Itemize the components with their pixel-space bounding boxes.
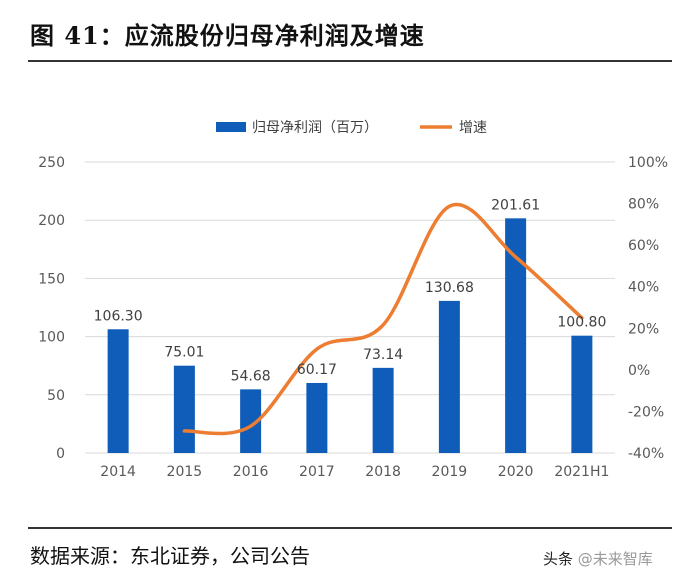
bar xyxy=(505,218,527,453)
x-axis-tick: 2019 xyxy=(432,464,468,480)
bar xyxy=(173,365,195,453)
x-axis-tick: 2015 xyxy=(167,464,203,480)
grid-lines xyxy=(85,161,615,454)
x-axis-tick: 2020 xyxy=(498,464,534,480)
bar xyxy=(107,329,129,453)
right-axis-tick: -40% xyxy=(628,446,664,462)
bar-data-label: 130.68 xyxy=(425,280,474,296)
data-labels: 106.30 75.01 54.68 60.17 73.14 130.68 201.61 10… xyxy=(94,197,607,384)
bar xyxy=(438,300,460,453)
right-axis-tick: 80% xyxy=(628,197,659,213)
right-axis-tick: 100% xyxy=(628,155,668,171)
bar-data-label: 100.80 xyxy=(557,315,606,331)
bar xyxy=(571,335,593,453)
title-rule xyxy=(28,60,672,62)
left-axis-tick: 0 xyxy=(56,446,65,462)
source-rule xyxy=(28,527,672,529)
data-source: 数据来源：东北证券，公司公告 xyxy=(30,544,310,568)
bar xyxy=(240,389,262,453)
watermark-prefix: 头条 xyxy=(543,550,578,568)
bar-series xyxy=(107,218,593,453)
right-axis-tick: 60% xyxy=(628,238,659,254)
left-axis-tick: 100 xyxy=(38,330,65,346)
line-series xyxy=(182,202,584,436)
bar-data-label: 73.14 xyxy=(363,347,403,363)
legend-bar-swatch xyxy=(216,122,246,132)
legend-bar-label: 归母净利润（百万） xyxy=(252,119,378,136)
axis-ticks: 0 50 100 150 200 250 -40% -20% 0% 20% 40% 60% 80% 100… xyxy=(38,155,668,480)
watermark-handle: @未来智库 xyxy=(577,550,653,568)
bar-data-label: 54.68 xyxy=(231,368,271,384)
right-axis-tick: 40% xyxy=(628,280,659,296)
left-axis-tick: 150 xyxy=(38,271,65,287)
right-axis-tick: 0% xyxy=(628,363,650,379)
bar-data-label: 106.30 xyxy=(94,308,143,324)
chart-legend: 归母净利润（百万） 增速 xyxy=(216,119,487,136)
left-axis-tick: 200 xyxy=(38,213,65,229)
left-axis-tick: 250 xyxy=(38,155,65,171)
x-axis-tick: 2016 xyxy=(233,464,269,480)
x-axis-tick: 2018 xyxy=(365,464,401,480)
x-axis-tick: 2021H1 xyxy=(554,464,609,480)
right-axis-tick: 20% xyxy=(628,321,659,337)
watermark: 头条 @未来智库 xyxy=(543,548,653,569)
legend-line-label: 增速 xyxy=(459,120,487,136)
bar-data-label: 201.61 xyxy=(491,197,540,213)
bar-data-label: 75.01 xyxy=(164,345,204,361)
bar xyxy=(372,367,394,453)
x-axis-tick: 2017 xyxy=(299,464,335,480)
figure-title: 图 41：应流股份归母净利润及增速 xyxy=(30,21,425,50)
x-axis-tick: 2014 xyxy=(100,464,136,480)
bar-data-label: 60.17 xyxy=(297,362,337,378)
right-axis-tick: -20% xyxy=(628,404,664,420)
left-axis-tick: 50 xyxy=(47,388,65,404)
bar xyxy=(306,382,328,453)
growth-line xyxy=(182,202,584,436)
